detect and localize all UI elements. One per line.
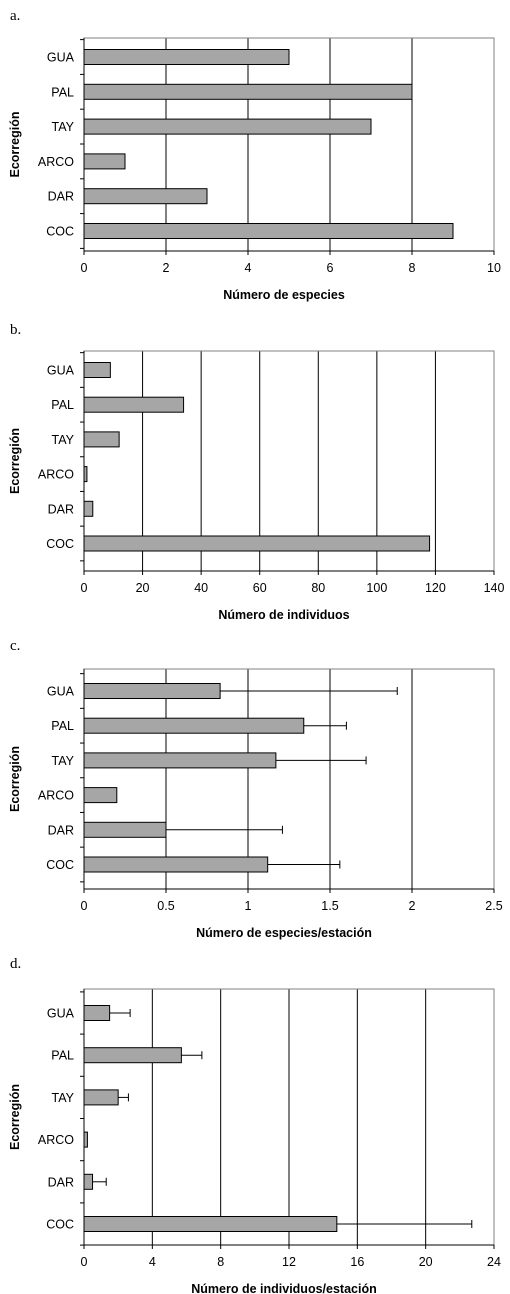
bar <box>83 223 454 239</box>
x-tick-label: 4 <box>149 1255 156 1269</box>
plot-frame <box>83 37 495 252</box>
chart-svg-d: d. 0 4 8 12 16 20 24 Número de individuos/estaci… <box>8 956 501 1294</box>
y-axis-title: Ecorregión <box>8 112 22 178</box>
y-axis-title: Ecorregión <box>8 428 22 494</box>
x-tick-label: 20 <box>136 581 150 595</box>
x-tick-label: 6 <box>327 261 334 275</box>
category-label: ARCO <box>38 1133 74 1147</box>
bar <box>83 188 208 205</box>
category-label: PAL <box>51 85 74 99</box>
x-tick-label: 1 <box>245 899 252 913</box>
category-label: ARCO <box>38 155 74 169</box>
x-tick-label: 100 <box>366 581 387 595</box>
bar <box>83 683 221 699</box>
bar <box>83 466 88 483</box>
x-tick-label: 0.5 <box>157 899 174 913</box>
panel-letter: d. <box>10 956 21 972</box>
category-label: GUA <box>47 1007 75 1021</box>
bar <box>83 118 372 135</box>
bar <box>83 362 111 378</box>
category-label: PAL <box>51 1049 74 1063</box>
chart-panel-d: d. 0 4 8 12 16 20 24 Número de individuos/estaci… <box>0 954 510 1294</box>
x-tick-label: 16 <box>350 1255 364 1269</box>
bar <box>83 821 167 838</box>
bar <box>83 1173 94 1190</box>
bar <box>83 717 305 734</box>
bar <box>83 1216 338 1232</box>
x-tick-label: 40 <box>194 581 208 595</box>
x-axis-title: Número de especies <box>223 288 345 302</box>
panel-letter: a. <box>10 8 20 24</box>
x-tick-label: 2 <box>409 899 416 913</box>
chart-panel-c: c. 0 0.5 1 1.5 2 2.5 Número de especies/estació… <box>0 636 510 954</box>
x-tick-label: 8 <box>409 261 416 275</box>
x-tick-label: 24 <box>487 1255 501 1269</box>
x-tick-label: 0 <box>81 261 88 275</box>
x-tick-label: 12 <box>282 1255 296 1269</box>
category-label: TAY <box>52 1091 75 1105</box>
bar <box>83 787 118 804</box>
category-label: GUA <box>47 51 75 65</box>
category-label: COC <box>46 537 74 551</box>
y-axis-title: Ecorregión <box>8 746 22 812</box>
x-tick-label: 2 <box>163 261 170 275</box>
category-label: ARCO <box>38 789 74 803</box>
bar <box>83 83 413 100</box>
x-axis-title: Número de especies/estación <box>196 926 372 940</box>
chart-svg-a: a. 0 2 4 6 8 10 Número de especies Ecorregión GUA… <box>8 8 501 302</box>
x-tick-label: 80 <box>311 581 325 595</box>
bar <box>83 752 277 769</box>
bar <box>83 535 431 552</box>
category-label: COC <box>46 1218 74 1232</box>
x-tick-label: 4 <box>245 261 252 275</box>
chart-panel-b: b. 0 20 40 60 80 100 120 140 Número de individuos… <box>0 318 510 636</box>
category-label: TAY <box>52 754 75 768</box>
x-tick-label: 2.5 <box>485 899 502 913</box>
category-label: GUA <box>47 364 75 378</box>
category-label: PAL <box>51 398 74 412</box>
category-label: DAR <box>48 823 74 837</box>
chart-panel-a: a. 0 2 4 6 8 10 Número de especies Ecorregión GUA… <box>0 0 510 318</box>
bar <box>83 1089 119 1106</box>
bar <box>83 856 269 873</box>
category-label: COC <box>46 858 74 872</box>
x-tick-label: 0 <box>81 1255 88 1269</box>
category-label: TAY <box>52 433 75 447</box>
bar <box>83 396 185 413</box>
category-label: GUA <box>47 685 75 699</box>
bar <box>83 49 290 65</box>
x-tick-label: 140 <box>484 581 505 595</box>
category-label: TAY <box>52 120 75 134</box>
x-tick-label: 0 <box>81 581 88 595</box>
x-tick-label: 8 <box>217 1255 224 1269</box>
x-tick-label: 1.5 <box>321 899 338 913</box>
bar <box>83 1005 111 1021</box>
x-axis-title: Número de individuos <box>218 608 349 622</box>
x-tick-label: 60 <box>253 581 267 595</box>
panel-letter: c. <box>10 638 20 654</box>
category-label: DAR <box>48 502 74 516</box>
y-axis-title: Ecorregión <box>8 1084 22 1150</box>
bar <box>83 153 126 170</box>
category-label: PAL <box>51 719 74 733</box>
category-label: COC <box>46 225 74 239</box>
bar <box>83 1047 182 1064</box>
bar <box>83 431 120 448</box>
category-label: DAR <box>48 190 74 204</box>
bar <box>83 1131 88 1148</box>
chart-svg-b: b. 0 20 40 60 80 100 120 140 Número de individuos… <box>8 322 505 622</box>
category-label: ARCO <box>38 468 74 482</box>
x-tick-label: 0 <box>81 899 88 913</box>
category-label: DAR <box>48 1175 74 1189</box>
x-tick-label: 10 <box>487 261 501 275</box>
chart-svg-c: c. 0 0.5 1 1.5 2 2.5 Número de especies/estació… <box>8 638 503 940</box>
x-tick-label: 20 <box>419 1255 433 1269</box>
x-tick-label: 120 <box>425 581 446 595</box>
plot-frame <box>83 668 495 890</box>
panel-letter: b. <box>10 322 21 338</box>
x-axis-title: Número de individuos/estación <box>191 1282 376 1294</box>
bar <box>83 500 94 517</box>
